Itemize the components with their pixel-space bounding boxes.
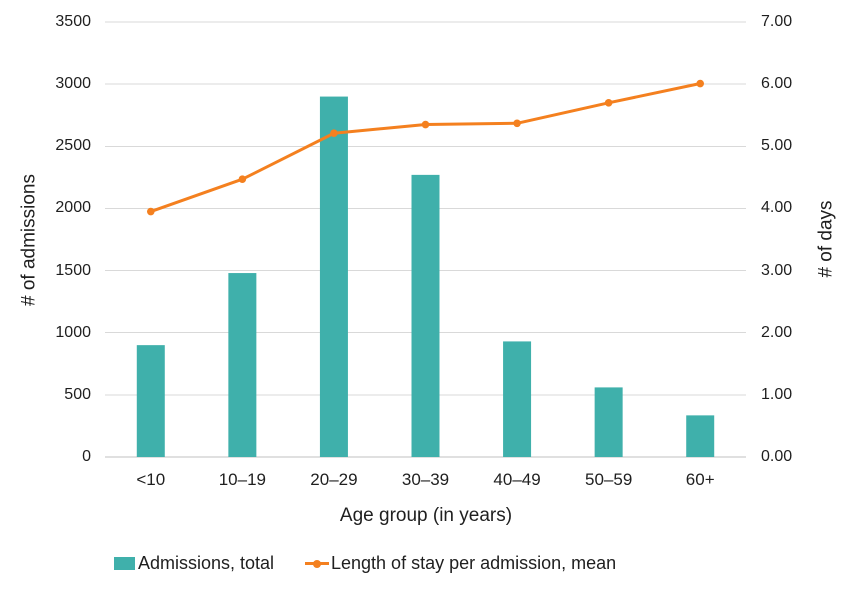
right-axis-tick-label: 3.00 [761,261,793,279]
length-of-stay-legend-label: Length of stay per admission, mean [331,553,617,573]
legend-item-length-of-stay: Length of stay per admission, mean [305,551,616,576]
x-axis-title: Age group (in years) [339,505,513,526]
left-axis-tick-label: 2000 [55,199,91,217]
x-axis-category-label: 30–39 [401,470,450,489]
admissions-bar [686,415,715,457]
right-axis-tick-label: 4.00 [761,199,793,217]
x-axis-category-label: 20–29 [310,470,358,489]
admissions-bar [594,387,623,457]
right-axis-tick-label: 5.00 [761,137,793,155]
legend-item-admissions: Admissions, total [114,551,274,576]
length-of-stay-marker [146,207,155,216]
length-of-stay-legend-swatch [305,557,329,570]
admissions-bar [503,341,532,457]
x-axis-category-label: 60+ [685,470,715,489]
left-axis-tick-label: 0 [82,448,91,465]
legend-line-marker [313,559,321,568]
right-axis-title: # of days [815,200,837,278]
length-of-stay-marker [421,120,430,129]
right-axis-tick-label: 7.00 [761,13,793,30]
x-axis-category-label: 50–59 [585,470,633,489]
left-axis-tick-label: 3000 [55,75,91,93]
x-axis-category-label: 40–49 [493,470,541,489]
admissions-bar [411,174,440,457]
right-axis-tick-label: 0.00 [761,448,793,465]
left-axis-title: # of admissions [18,173,40,307]
length-of-stay-marker [238,175,247,184]
admissions-legend-swatch [114,557,135,571]
length-of-stay-marker [330,129,338,138]
left-axis-tick-label: 2500 [55,137,91,155]
admissions-bar [228,273,257,457]
admissions-bar [319,96,348,458]
length-of-stay-marker [696,79,705,88]
left-axis-tick-label: 1500 [55,261,91,279]
admissions-bar [136,345,165,457]
length-of-stay-marker [513,119,521,128]
left-axis-tick-label: 1000 [55,323,91,341]
right-axis-tick-label: 2.00 [761,323,793,341]
right-axis-tick-label: 6.00 [761,75,793,93]
x-axis-category-label: <10 [136,470,166,489]
left-axis-tick-label: 3500 [55,13,91,30]
x-axis-category-label: 10–19 [218,470,266,489]
admissions-legend-label: Admissions, total [138,553,275,573]
right-axis-tick-label: 1.00 [761,385,793,403]
left-axis-tick-label: 500 [64,385,91,403]
length-of-stay-marker [604,98,613,107]
